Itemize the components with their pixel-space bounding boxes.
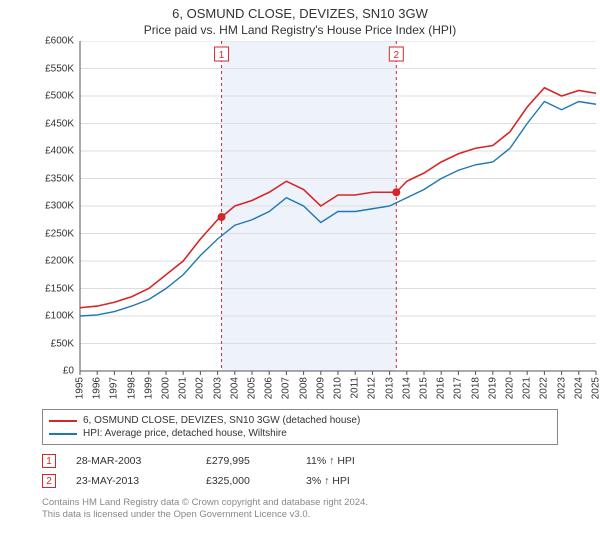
- x-tick-label: 2013: [384, 377, 395, 399]
- x-tick-label: 2016: [436, 377, 447, 399]
- x-tick-label: 2010: [333, 377, 344, 399]
- x-tick-label: 2004: [229, 377, 240, 399]
- y-tick-label: £450K: [45, 118, 74, 129]
- footer-line-2: This data is licensed under the Open Gov…: [42, 509, 558, 521]
- x-tick-label: 1998: [126, 377, 137, 399]
- x-tick-label: 2015: [419, 377, 430, 399]
- x-tick-label: 2008: [298, 377, 309, 399]
- y-tick-label: £150K: [45, 283, 74, 294]
- y-tick-label: £400K: [45, 146, 74, 157]
- legend-swatch: [49, 433, 77, 435]
- x-tick-label: 2000: [161, 377, 172, 399]
- legend-item: 6, OSMUND CLOSE, DEVIZES, SN10 3GW (deta…: [49, 414, 551, 427]
- x-tick-label: 2012: [367, 377, 378, 399]
- chart-subtitle: Price paid vs. HM Land Registry's House …: [0, 21, 600, 41]
- x-tick-label: 2007: [281, 377, 292, 399]
- x-tick-label: 2005: [247, 377, 258, 399]
- legend-label: HPI: Average price, detached house, Wilt…: [83, 428, 287, 439]
- x-tick-label: 2020: [505, 377, 516, 399]
- y-tick-label: £50K: [51, 338, 74, 349]
- x-tick-label: 2023: [556, 377, 567, 399]
- chart-container: 6, OSMUND CLOSE, DEVIZES, SN10 3GW Price…: [0, 0, 600, 560]
- sale-price: £325,000: [206, 475, 286, 487]
- x-tick-label: 2021: [522, 377, 533, 399]
- sale-row: 2 23-MAY-2013 £325,000 3% ↑ HPI: [42, 471, 558, 491]
- x-tick-label: 2002: [195, 377, 206, 399]
- sale-date: 28-MAR-2003: [76, 455, 186, 467]
- legend-label: 6, OSMUND CLOSE, DEVIZES, SN10 3GW (deta…: [83, 415, 360, 426]
- y-tick-label: £550K: [45, 63, 74, 74]
- svg-text:2: 2: [394, 50, 400, 61]
- sale-diff: 3% ↑ HPI: [306, 475, 386, 487]
- x-tick-label: 1995: [75, 377, 86, 399]
- x-tick-label: 2001: [178, 377, 189, 399]
- y-tick-label: £350K: [45, 173, 74, 184]
- legend-item: HPI: Average price, detached house, Wilt…: [49, 427, 551, 440]
- chart-svg: 12: [40, 41, 600, 401]
- footer-attribution: Contains HM Land Registry data © Crown c…: [42, 497, 558, 521]
- x-tick-label: 2003: [212, 377, 223, 399]
- chart-area: 12 £0£50K£100K£150K£200K£250K£300K£350K£…: [40, 41, 600, 401]
- svg-text:1: 1: [219, 50, 225, 61]
- y-tick-label: £0: [63, 366, 74, 377]
- x-tick-label: 2006: [264, 377, 275, 399]
- y-tick-label: £500K: [45, 91, 74, 102]
- x-tick-label: 2017: [453, 377, 464, 399]
- sale-row: 1 28-MAR-2003 £279,995 11% ↑ HPI: [42, 451, 558, 471]
- legend: 6, OSMUND CLOSE, DEVIZES, SN10 3GW (deta…: [42, 409, 558, 445]
- x-tick-label: 2019: [487, 377, 498, 399]
- legend-swatch: [49, 420, 77, 422]
- sale-date: 23-MAY-2013: [76, 475, 186, 487]
- sale-marker: 2: [42, 474, 56, 488]
- sales-table: 1 28-MAR-2003 £279,995 11% ↑ HPI 2 23-MAY-201…: [42, 451, 558, 491]
- x-tick-label: 1997: [109, 377, 120, 399]
- x-tick-label: 1996: [92, 377, 103, 399]
- x-tick-label: 2024: [573, 377, 584, 399]
- y-tick-label: £200K: [45, 256, 74, 267]
- chart-title: 6, OSMUND CLOSE, DEVIZES, SN10 3GW: [0, 0, 600, 21]
- sale-price: £279,995: [206, 455, 286, 467]
- y-tick-label: £250K: [45, 228, 74, 239]
- sale-diff: 11% ↑ HPI: [306, 455, 386, 467]
- x-tick-label: 2018: [470, 377, 481, 399]
- x-tick-label: 2022: [539, 377, 550, 399]
- x-tick-label: 2009: [315, 377, 326, 399]
- x-tick-label: 2014: [401, 377, 412, 399]
- x-tick-label: 2025: [591, 377, 600, 399]
- x-tick-label: 1999: [143, 377, 154, 399]
- y-tick-label: £600K: [45, 36, 74, 47]
- y-tick-label: £100K: [45, 311, 74, 322]
- y-tick-label: £300K: [45, 201, 74, 212]
- sale-marker: 1: [42, 454, 56, 468]
- footer-line-1: Contains HM Land Registry data © Crown c…: [42, 497, 558, 509]
- x-tick-label: 2011: [350, 377, 361, 399]
